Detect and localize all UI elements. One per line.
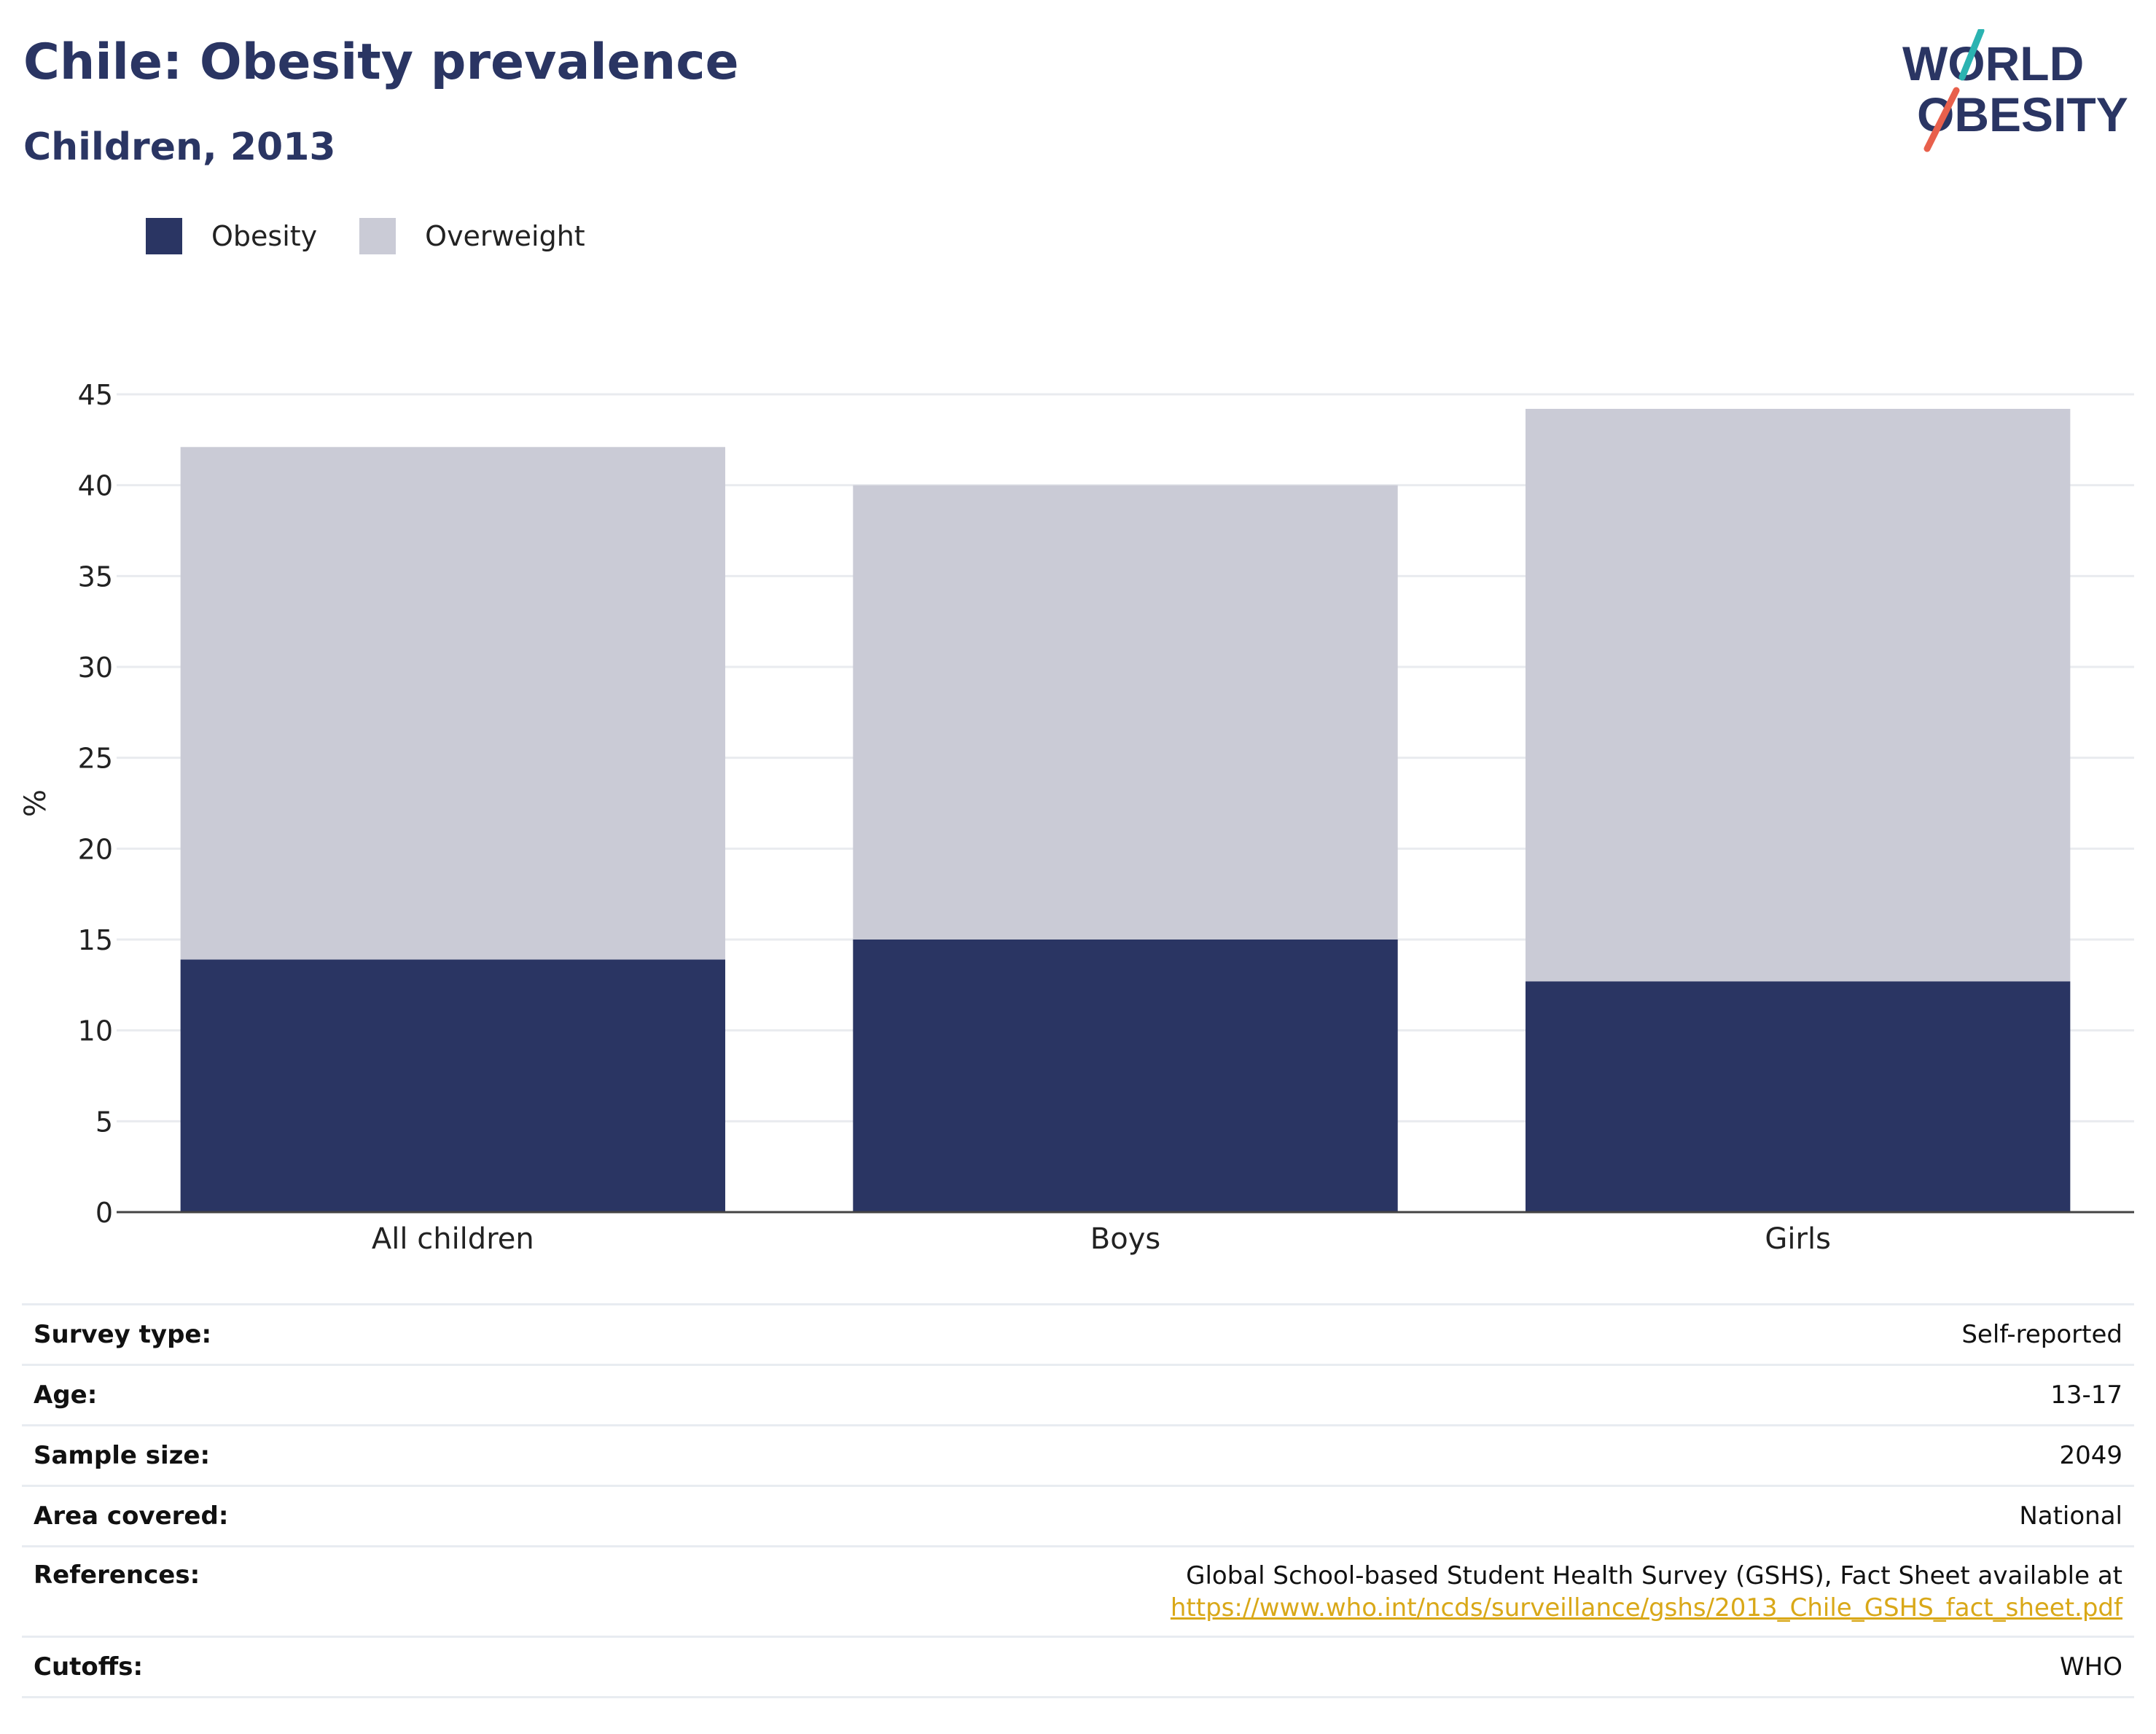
y-tick-label: 20 xyxy=(78,833,113,865)
info-label: Area covered: xyxy=(22,1485,408,1547)
y-tick-label: 0 xyxy=(95,1197,113,1229)
legend-item-obesity: Obesity xyxy=(146,218,317,254)
world-obesity-logo: WORLD OBESITY xyxy=(1902,29,2128,152)
x-tick-labels: All children Boys Girls xyxy=(372,1222,1831,1256)
y-tick-label: 25 xyxy=(78,743,113,775)
info-row-sample-size: Sample size: 2049 xyxy=(22,1424,2134,1486)
info-label: References: xyxy=(22,1545,408,1637)
y-tick-label: 30 xyxy=(78,652,113,684)
bar-obesity-girls xyxy=(1525,981,2071,1212)
page-title: Chile: Obesity prevalence xyxy=(23,34,739,91)
legend-item-overweight: Overweight xyxy=(359,218,585,254)
bar-overweight-boys xyxy=(853,485,1398,940)
reference-link[interactable]: https://www.who.int/ncds/surveillance/gs… xyxy=(1170,1593,2122,1622)
y-tick-label: 10 xyxy=(78,1015,113,1047)
y-tick-label: 40 xyxy=(78,470,113,502)
survey-info-table: Survey type: Self-reported Age: 13-17 Sa… xyxy=(22,1303,2134,1698)
bar-overweight-girls xyxy=(1525,408,2071,982)
bars xyxy=(180,408,2071,1212)
chart-legend: Obesity Overweight xyxy=(146,217,628,255)
stacked-bar-chart: 0 5 10 15 20 25 30 35 40 45 All children Boys Girls… xyxy=(19,379,2134,1256)
info-value: 2049 xyxy=(407,1424,2134,1486)
bar-obesity-boys xyxy=(853,940,1398,1212)
info-label: Age: xyxy=(22,1364,408,1426)
y-tick-label: 5 xyxy=(95,1106,113,1138)
y-axis-label: % xyxy=(19,789,52,817)
logo-coral-slash xyxy=(1923,87,1960,152)
legend-label-obesity: Obesity xyxy=(211,220,318,252)
y-tick-labels: 0 5 10 15 20 25 30 35 40 45 xyxy=(78,379,113,1229)
bar-obesity-all-children xyxy=(180,959,726,1212)
bar-overweight-all-children xyxy=(180,447,726,960)
info-value: National xyxy=(407,1485,2134,1547)
legend-swatch-overweight xyxy=(359,218,397,254)
info-row-area-covered: Area covered: National xyxy=(22,1485,2134,1547)
logo-line1: WORLD xyxy=(1902,36,2084,90)
info-label: Cutoffs: xyxy=(22,1636,408,1698)
logo-line2: OBESITY xyxy=(1917,87,2128,141)
reference-text: Global School-based Student Health Surve… xyxy=(1186,1561,2122,1590)
y-tick-label: 45 xyxy=(78,379,113,411)
info-value: 13-17 xyxy=(407,1364,2134,1426)
y-tick-label: 15 xyxy=(78,924,113,956)
info-row-survey-type: Survey type: Self-reported xyxy=(22,1303,2134,1365)
info-value: WHO xyxy=(407,1636,2134,1698)
legend-swatch-obesity xyxy=(146,218,182,254)
logo-teal-slash xyxy=(1958,29,1985,81)
info-label: Sample size: xyxy=(22,1424,408,1486)
x-tick-label: Boys xyxy=(1090,1222,1160,1256)
x-tick-label: All children xyxy=(372,1222,534,1256)
page-subtitle: Children, 2013 xyxy=(23,125,336,169)
info-row-age: Age: 13-17 xyxy=(22,1364,2134,1426)
info-value: Global School-based Student Health Surve… xyxy=(407,1545,2134,1637)
info-label: Survey type: xyxy=(22,1303,408,1365)
info-row-cutoffs: Cutoffs: WHO xyxy=(22,1636,2134,1698)
y-tick-label: 35 xyxy=(78,561,113,593)
x-tick-label: Girls xyxy=(1765,1222,1831,1256)
info-value: Self-reported xyxy=(407,1303,2134,1365)
legend-label-overweight: Overweight xyxy=(425,220,585,252)
info-row-references: References: Global School-based Student … xyxy=(22,1545,2134,1637)
